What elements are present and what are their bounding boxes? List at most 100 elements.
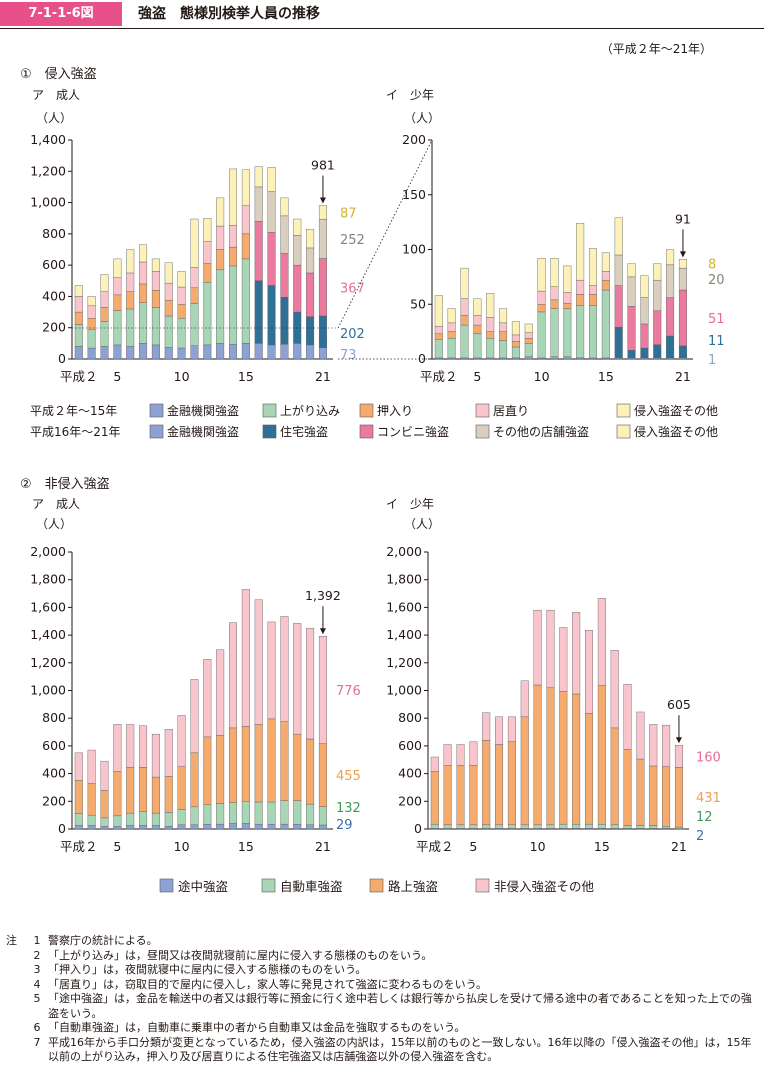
legend-label: 金融機関強盗 (167, 403, 239, 418)
x-tick-label: 5 (113, 839, 121, 854)
note-item: 注 1 警察庁の統計による。 (6, 934, 760, 949)
bar-segment (100, 790, 109, 819)
y-axis-unit: （人） (36, 111, 72, 125)
bar-segment (113, 294, 122, 311)
legend-label: 住宅強盗 (280, 424, 328, 439)
bar-segment (511, 341, 520, 348)
bar-segment (674, 767, 683, 828)
total-label: 981 (311, 158, 335, 173)
bar-segment (318, 315, 327, 348)
bar-segment (203, 344, 212, 360)
bar-segment (216, 197, 225, 227)
bar-segment (576, 223, 585, 281)
bar-segment (228, 802, 237, 824)
x-tick-label: 15 (594, 839, 610, 854)
note-item: 4 「居直り」は，窃取目的で屋内に侵入し，家人等に発見されて強盗に変わるものをい… (6, 978, 760, 993)
bar-segment (280, 343, 289, 360)
bar-segment (126, 272, 135, 292)
bar-segment (563, 356, 572, 360)
note-item: 5 「途中強盗」は，金品を輸送中の者又は銀行等に預金に行く途中若しくは銀行等から… (6, 992, 760, 1021)
y-tick-label: 1,200 (386, 655, 422, 670)
bar-segment (473, 315, 482, 326)
legend-label: その他の店舗強盗 (493, 424, 589, 439)
bar-segment (177, 809, 186, 826)
note-text: 「自動車強盗」は，自動車に乗車中の者から自動車又は金品を強取するものをいう。 (48, 1021, 466, 1034)
bar-segment (589, 294, 598, 306)
bar-segment (486, 317, 495, 332)
note-text: 「押入り」は，夜間就寝中に屋内に侵入する態様のものをいう。 (48, 963, 367, 976)
x-tick-label: 15 (238, 369, 254, 384)
y-tick-label: 400 (42, 288, 66, 303)
bar-segment (430, 771, 439, 825)
end-value-label: 132 (336, 801, 361, 816)
bar-segment (601, 252, 610, 272)
x-tick-label: 平成２ (420, 369, 458, 384)
bar-segment (456, 744, 465, 766)
bar-segment (572, 823, 581, 829)
bar-segment (473, 298, 482, 316)
legend-swatch (262, 403, 277, 418)
bar-segment (164, 282, 173, 301)
bar-segment (87, 329, 96, 349)
bar-segment (100, 291, 109, 308)
bar-segment (177, 271, 186, 288)
bar-segment (254, 221, 263, 281)
bar-segment (306, 738, 315, 805)
bar-segment (87, 783, 96, 816)
x-tick-label: 5 (469, 839, 477, 854)
y-tick-label: 1,400 (386, 627, 422, 642)
bar-segment (74, 346, 83, 360)
bar-segment (87, 814, 96, 826)
legend-swatch (262, 424, 277, 439)
bar-segment (601, 271, 610, 281)
bar-segment (293, 733, 302, 801)
x-tick-label: 15 (598, 369, 614, 384)
bar-segment (164, 812, 173, 827)
figure-title: 強盗 態様別検挙人員の推移 (138, 6, 320, 22)
bar-segment (87, 296, 96, 307)
bar-segment (482, 824, 491, 829)
bar-segment (546, 824, 555, 829)
bar-segment (460, 324, 469, 359)
bar-segment (640, 297, 649, 325)
bar-segment (151, 733, 160, 778)
bar-segment (499, 308, 508, 324)
legend-swatch (369, 878, 384, 893)
chart-subtitle: ア 成人 (32, 88, 80, 102)
y-axis-unit: （人） (404, 517, 440, 531)
scale-link-line (337, 139, 433, 329)
bar-segment (254, 599, 263, 725)
x-tick-label: 21 (671, 839, 687, 854)
bar-segment (306, 344, 315, 360)
bar-segment (666, 335, 675, 359)
end-value-label: 202 (340, 327, 365, 342)
bar-segment (254, 823, 263, 830)
bar-segment (254, 801, 263, 825)
bar-segment (216, 269, 225, 344)
end-value-label: 8 (708, 258, 716, 273)
note-number: 2 (33, 948, 41, 962)
y-tick-label: 1,000 (30, 683, 66, 698)
bar-segment (126, 249, 135, 274)
bar-segment (177, 318, 186, 349)
bar-segment (623, 684, 632, 750)
bar-segment (113, 724, 122, 772)
bar-segment (563, 292, 572, 304)
y-tick-label: 1,600 (30, 599, 66, 614)
note-number: 1 (33, 934, 41, 947)
legend-label: 居直り (493, 404, 529, 418)
y-tick-label: 600 (42, 738, 66, 753)
bar-segment (640, 275, 649, 298)
bar-segment (190, 267, 199, 289)
bar-segment (190, 752, 199, 808)
bar-segment (434, 295, 443, 327)
total-label: 91 (675, 211, 691, 226)
section-title: ② 非侵入強盗 (20, 476, 110, 492)
total-label: 605 (667, 697, 691, 712)
bar-segment (190, 806, 199, 826)
y-tick-label: 50 (410, 296, 426, 311)
bar-segment (241, 823, 250, 830)
bar-segment (640, 347, 649, 359)
y-tick-label: 600 (42, 257, 66, 272)
bar-segment (113, 344, 122, 360)
